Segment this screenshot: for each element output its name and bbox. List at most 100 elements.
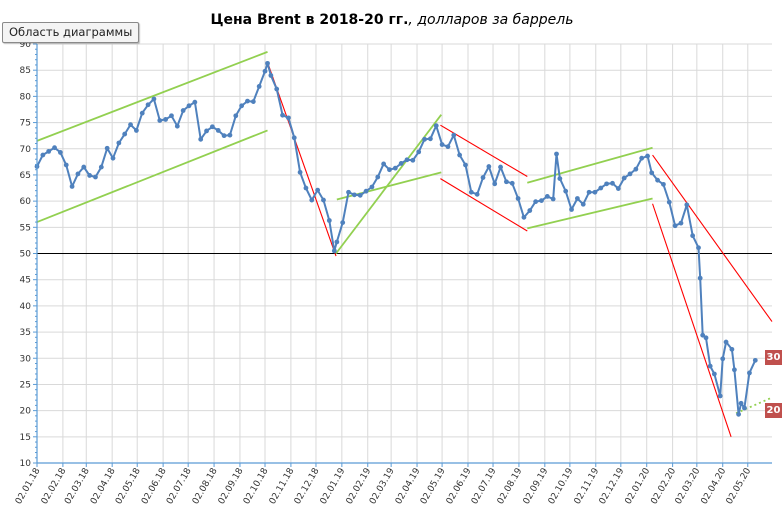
- downtrend-line: [652, 203, 732, 437]
- price-point: [729, 346, 735, 352]
- price-point: [574, 196, 580, 201]
- price-point: [398, 161, 404, 166]
- price-point: [331, 248, 337, 254]
- price-point: [416, 149, 422, 155]
- price-point: [286, 115, 291, 121]
- x-tick-label: 02.01.18: [14, 466, 43, 505]
- y-tick-label: 75: [20, 119, 31, 129]
- y-tick-label: 70: [20, 145, 32, 155]
- price-point: [133, 128, 139, 133]
- x-tick-label: 02.04.20: [700, 466, 729, 505]
- price-point: [439, 142, 445, 147]
- price-point: [250, 99, 256, 105]
- price-point: [174, 123, 180, 129]
- price-point: [93, 174, 98, 180]
- y-tick-label: 60: [20, 197, 32, 207]
- price-point: [381, 161, 387, 167]
- price-point: [732, 367, 737, 373]
- y-tick-label: 55: [20, 223, 31, 233]
- x-tick-label: 02.04.18: [89, 466, 118, 505]
- price-point: [645, 153, 650, 159]
- price-point: [509, 180, 515, 186]
- price-point: [265, 60, 270, 66]
- price-point: [580, 201, 586, 207]
- price-point: [274, 86, 280, 92]
- downtrend-line: [652, 154, 773, 322]
- price-point: [521, 214, 527, 220]
- x-tick-label: 02.08.18: [191, 466, 220, 505]
- price-point: [104, 145, 110, 151]
- price-point: [351, 192, 357, 198]
- uptrend-line: [36, 129, 268, 223]
- price-point: [627, 171, 633, 177]
- price-point: [262, 68, 268, 74]
- price-point: [736, 411, 741, 417]
- price-point: [139, 110, 145, 116]
- price-point: [539, 198, 544, 204]
- chart-title-units: , долларов за баррель: [408, 12, 574, 28]
- price-point: [486, 164, 492, 169]
- x-tick-label: 02.05.20: [725, 466, 754, 505]
- x-tick-label: 02.10.19: [547, 466, 576, 505]
- price-series: [34, 60, 758, 417]
- price-point: [515, 196, 521, 201]
- price-point: [239, 103, 245, 109]
- y-tick-label: 20: [20, 407, 32, 417]
- price-point: [256, 84, 262, 89]
- x-tick-label: 02.12.19: [598, 466, 627, 505]
- y-tick-label: 45: [20, 276, 31, 286]
- downtrend-line: [440, 178, 528, 232]
- price-point: [633, 166, 639, 172]
- price-point: [268, 73, 274, 78]
- price-point: [610, 180, 615, 186]
- price-point: [280, 112, 285, 118]
- x-tick-label: 02.06.18: [140, 466, 169, 505]
- value-badge: 30: [765, 350, 782, 366]
- price-point: [245, 98, 250, 104]
- price-point: [527, 208, 533, 213]
- y-tick-label: 80: [20, 92, 32, 102]
- price-point: [122, 131, 128, 137]
- chart-area-tooltip: Область диаграммы: [2, 22, 140, 43]
- price-point: [180, 108, 186, 113]
- price-point: [326, 218, 332, 223]
- x-tick-label: 02.11.19: [573, 466, 602, 505]
- price-point: [474, 191, 480, 197]
- price-point: [392, 165, 398, 171]
- chart-title: Цена Brent в 2018-20 гг., долларов за ба…: [0, 12, 784, 28]
- y-tick-label: 10: [20, 459, 32, 469]
- x-tick-label: 02.12.18: [293, 466, 322, 505]
- price-point: [752, 357, 758, 363]
- x-tick-label: 02.06.19: [445, 466, 474, 505]
- price-point: [655, 177, 660, 183]
- price-point: [151, 96, 157, 102]
- price-point: [615, 186, 621, 191]
- price-point: [69, 184, 75, 189]
- price-point: [46, 148, 52, 154]
- price-point: [387, 167, 392, 173]
- price-point: [445, 144, 451, 150]
- price-point: [340, 220, 346, 225]
- price-point: [75, 171, 81, 177]
- price-point: [503, 179, 509, 185]
- price-point: [297, 169, 303, 175]
- price-point: [110, 155, 116, 161]
- price-point: [363, 188, 369, 194]
- price-point: [492, 181, 498, 187]
- price-point: [700, 332, 706, 338]
- uptrend-line: [36, 51, 268, 142]
- price-point: [63, 162, 69, 168]
- price-point: [169, 113, 174, 119]
- price-point: [569, 207, 574, 212]
- y-tick-label: 15: [20, 433, 31, 443]
- x-tick-label: 02.05.18: [114, 466, 143, 505]
- price-point: [666, 199, 672, 205]
- axes: 10 15 20 25 30 35 40 45 50 55 60 65 70 75 80 85 90 02.01.…: [14, 40, 772, 505]
- price-point: [457, 152, 463, 158]
- price-point: [57, 150, 63, 155]
- price-point: [684, 202, 690, 208]
- price-point: [544, 194, 550, 199]
- price-point: [157, 118, 163, 123]
- price-point: [711, 371, 717, 377]
